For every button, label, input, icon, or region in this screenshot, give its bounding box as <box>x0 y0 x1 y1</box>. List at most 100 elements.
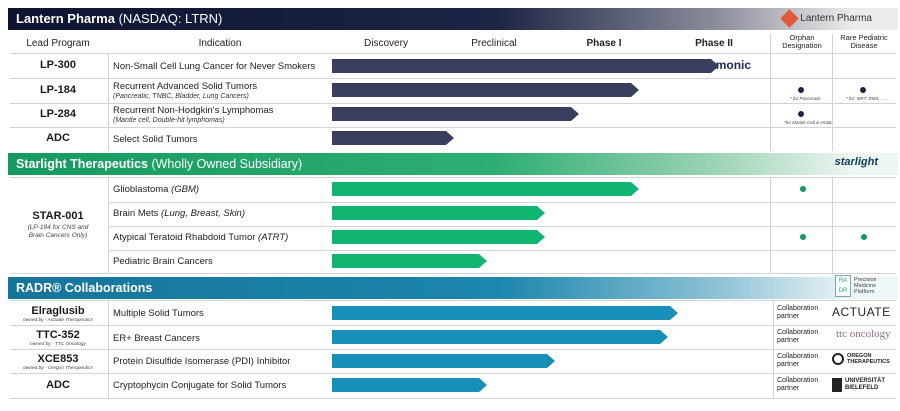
progress-bar-tip <box>571 107 580 121</box>
oregon-logo: OREGON THERAPEUTICS <box>832 353 891 365</box>
indication-name: Atypical Teratoid Rhabdoid Tumor <box>113 232 256 243</box>
progress-bar <box>332 330 668 344</box>
grid-line <box>10 78 896 79</box>
progress-bar-body <box>332 230 537 244</box>
grid-line <box>10 325 896 326</box>
lantern-logo: Lantern Pharma <box>780 9 872 28</box>
progress-bar-body <box>332 306 670 320</box>
grid-line <box>10 300 896 301</box>
orphan-footnote: * for Pancreatic <box>790 96 821 101</box>
progress-bar-tip <box>478 378 487 392</box>
ttc-oncology-logo: ttc oncology <box>836 328 891 340</box>
indication-label: Recurrent Non-Hodgkin's Lymphomas <box>113 105 274 116</box>
bielefeld-logo-icon <box>832 378 842 392</box>
indication-label: Atypical Teratoid Rhabdoid Tumor (ATRT) <box>113 232 288 243</box>
progress-bar <box>332 206 545 220</box>
program-label: LP-184 <box>39 84 77 96</box>
program-label: ADC <box>46 379 70 391</box>
progress-bar <box>332 254 487 268</box>
indication-italic: (Lung, Breast, Skin) <box>158 208 246 219</box>
indication-label: Multiple Solid Tumors <box>113 308 204 319</box>
collab-partner-label: Collaboration partner <box>777 329 819 344</box>
indication-name: Glioblastoma <box>113 184 169 195</box>
orphan-footnote: *for Mantle Cell & HGBL <box>784 120 833 125</box>
progress-bar-tip <box>446 131 455 145</box>
col-indication: Indication <box>198 38 242 49</box>
progress-bar-body <box>332 206 537 220</box>
progress-bar-body <box>332 59 711 73</box>
indication-label: Brain Mets (Lung, Breast, Skin) <box>113 208 245 219</box>
starlight-section-title: Starlight Therapeutics (Wholly Owned Sub… <box>16 157 302 171</box>
grid-line <box>10 273 896 274</box>
progress-bar-tip <box>710 59 719 73</box>
program-owner: owned by - Oregon Therapeutics <box>23 366 93 371</box>
program-owner: owned by - Actuate Therapeutics <box>23 318 93 323</box>
progress-bar <box>332 131 455 145</box>
progress-bar-body <box>332 378 479 392</box>
orphan-dot <box>798 111 804 117</box>
bielefeld-logo: UNIVERSITÄT BIELEFELD <box>832 378 889 392</box>
grid-line <box>832 34 833 151</box>
grid-line <box>770 34 771 151</box>
program-label: ADC <box>46 132 70 144</box>
grid-line <box>10 53 896 54</box>
col-discovery: Discovery <box>364 38 408 49</box>
oregon-logo-icon <box>832 353 844 365</box>
progress-bar-tip <box>631 83 640 97</box>
indication-label: Select Solid Tumors <box>113 134 198 145</box>
progress-bar-tip <box>631 182 640 196</box>
bielefeld-logo-text: UNIVERSITÄT BIELEFELD <box>845 378 886 391</box>
program-label: LP-300 <box>39 59 77 71</box>
progress-bar <box>332 107 580 121</box>
company-ticker: (NASDAQ: LTRN) <box>114 11 223 26</box>
grid-line <box>108 177 109 273</box>
indication-label: Cryptophycin Conjugate for Solid Tumors <box>113 380 287 391</box>
lantern-logo-icon <box>780 9 799 28</box>
indication-detail: (Mantle cell, Double-hit lymphomas) <box>113 117 225 124</box>
grid-line <box>110 226 896 227</box>
progress-bar-body <box>332 254 479 268</box>
collab-partner-label: Collaboration partner <box>777 377 819 392</box>
indication-label: Recurrent Advanced Solid Tumors <box>113 81 258 92</box>
progress-bar-body <box>332 182 632 196</box>
lantern-logo-text: Lantern Pharma <box>800 13 872 24</box>
progress-bar-tip <box>547 354 556 368</box>
progress-bar <box>332 83 640 97</box>
indication-label: Protein Disulfide Isomerase (PDI) Inhibi… <box>113 356 291 367</box>
indication-detail: (Pancreatic, TNBC, Bladder, Lung Cancers… <box>113 93 249 100</box>
radr-section-band: RADR® Collaborations RA DR Precision Med… <box>8 275 898 299</box>
progress-bar-body <box>332 107 572 121</box>
progress-bar <box>332 230 545 244</box>
program-note: (LP-184 for CNS and <box>27 224 89 231</box>
company-header-band: Lantern Pharma (NASDAQ: LTRN) Lantern Ph… <box>8 8 898 30</box>
oregon-logo-text: OREGON THERAPEUTICS <box>847 353 890 365</box>
grid-line <box>770 177 771 273</box>
grid-line <box>10 103 896 104</box>
program-label: Elraglusib <box>31 305 85 317</box>
indication-label: Glioblastoma (GBM) <box>113 184 199 195</box>
program-label: XCE853 <box>37 353 79 365</box>
progress-bar <box>332 182 640 196</box>
col-lead-program: Lead Program <box>26 38 90 49</box>
program-label: STAR-001 <box>32 210 84 222</box>
grid-line <box>10 177 896 178</box>
starlight-name: Starlight Therapeutics <box>16 157 148 171</box>
indication-italic: (GBM) <box>168 184 200 195</box>
radr-logo: RA DR Precision Medicine Platform <box>835 275 890 297</box>
rare-pediatric-dot <box>860 87 866 93</box>
starlight-subtitle: (Wholly Owned Subsidiary) <box>147 157 303 171</box>
company-title: Lantern Pharma (NASDAQ: LTRN) <box>16 11 222 26</box>
progress-bar-tip <box>536 230 545 244</box>
progress-bar <box>332 59 719 73</box>
progress-bar-body <box>332 83 632 97</box>
grid-line <box>10 349 896 350</box>
progress-bar <box>332 306 678 320</box>
collab-partner-label: Collaboration partner <box>777 305 819 320</box>
program-label: TTC-352 <box>36 329 80 341</box>
orphan-dot <box>800 186 806 192</box>
progress-bar-body <box>332 354 548 368</box>
grid-line <box>773 300 774 398</box>
grid-line <box>10 373 896 374</box>
program-owner: owned by - TTC Oncology <box>30 342 86 347</box>
col-orphan: Orphan Designation <box>782 33 822 50</box>
